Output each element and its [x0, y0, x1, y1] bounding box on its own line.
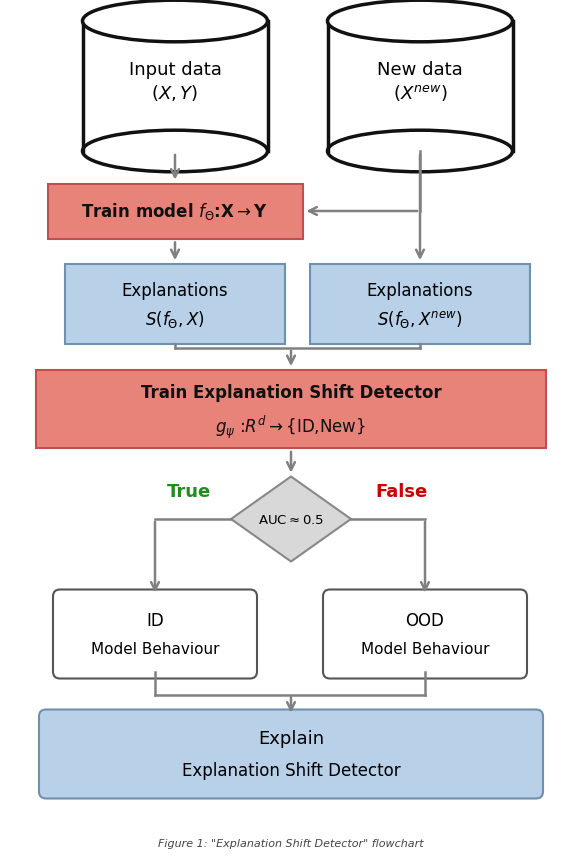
- Text: Explanations: Explanations: [367, 282, 473, 300]
- Bar: [83, 22, 268, 152]
- Text: Model Behaviour: Model Behaviour: [91, 641, 219, 656]
- Text: Figure 1: "Explanation Shift Detector" flowchart: Figure 1: "Explanation Shift Detector" f…: [158, 838, 424, 848]
- Bar: [65, 264, 285, 344]
- Ellipse shape: [328, 1, 513, 43]
- Text: Input data
$(X,Y)$: Input data $(X,Y)$: [129, 61, 221, 102]
- Text: New data
$(X^{new})$: New data $(X^{new})$: [377, 61, 463, 102]
- Ellipse shape: [83, 1, 268, 43]
- Text: Train Explanation Shift Detector: Train Explanation Shift Detector: [141, 383, 441, 401]
- Text: Model Behaviour: Model Behaviour: [361, 641, 489, 656]
- Text: $S(f_{\Theta},X)$: $S(f_{\Theta},X)$: [146, 308, 205, 329]
- FancyBboxPatch shape: [39, 709, 543, 798]
- Text: AUC$\approx$0.5: AUC$\approx$0.5: [258, 513, 324, 526]
- FancyBboxPatch shape: [323, 590, 527, 678]
- Text: Train model $f_{\Theta}$:X$\rightarrow$Y: Train model $f_{\Theta}$:X$\rightarrow$Y: [81, 201, 268, 222]
- Bar: [36, 370, 546, 449]
- Text: Explanations: Explanations: [122, 282, 228, 300]
- Text: $S(f_{\Theta},X^{new})$: $S(f_{\Theta},X^{new})$: [377, 308, 463, 329]
- Text: True: True: [167, 482, 211, 500]
- Ellipse shape: [328, 131, 513, 172]
- Polygon shape: [231, 477, 351, 562]
- Bar: [48, 184, 303, 239]
- Text: False: False: [375, 482, 427, 500]
- Text: Explain: Explain: [258, 729, 324, 747]
- Bar: [310, 264, 530, 344]
- Text: Explanation Shift Detector: Explanation Shift Detector: [182, 761, 400, 779]
- Ellipse shape: [83, 131, 268, 172]
- Text: ID: ID: [146, 611, 164, 629]
- Bar: [328, 22, 513, 152]
- Text: $g_{\psi}$ :$R^{d}$$\rightarrow${ID,New}: $g_{\psi}$ :$R^{d}$$\rightarrow${ID,New}: [215, 412, 367, 440]
- FancyBboxPatch shape: [53, 590, 257, 678]
- Text: OOD: OOD: [406, 611, 445, 629]
